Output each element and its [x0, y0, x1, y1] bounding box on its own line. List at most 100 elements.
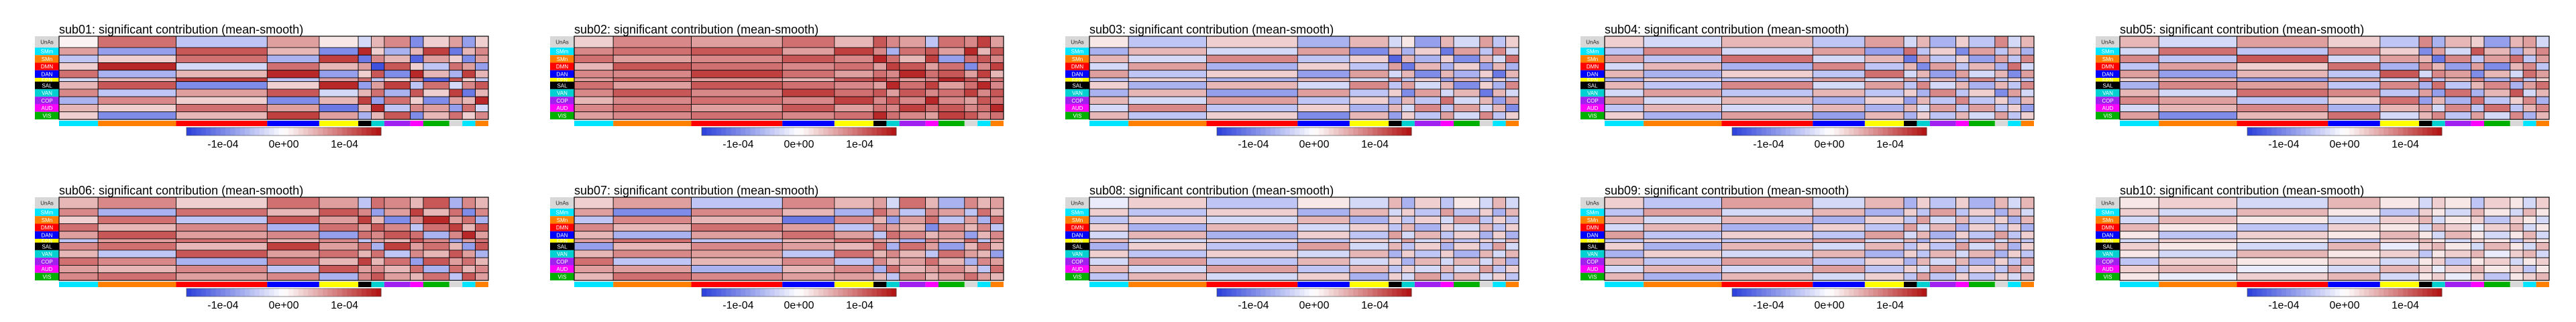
heatmap-cell	[2510, 257, 2524, 266]
heatmap-cell	[886, 77, 900, 83]
heatmap-cell	[1604, 250, 1644, 258]
row-label: COP	[556, 259, 568, 265]
heatmap-cell	[462, 111, 476, 120]
heatmap-cell	[1089, 208, 1129, 217]
colorbar-swatch	[1819, 127, 1825, 136]
heatmap-cell	[1492, 257, 1507, 266]
heatmap-cell	[964, 96, 978, 105]
colorbar-swatch	[1358, 127, 1363, 136]
heatmap-cell	[2021, 81, 2035, 90]
heatmap-cell	[176, 257, 268, 266]
row-network-strip	[35, 223, 59, 231]
colorbar-swatch	[2257, 288, 2263, 297]
heatmap-cell	[475, 54, 489, 63]
heatmap-cell	[97, 223, 176, 232]
heatmap-cell	[574, 208, 614, 217]
row-network-strip	[1580, 231, 1605, 239]
heatmap-cell	[2379, 231, 2420, 239]
colorbar-swatch	[313, 288, 319, 297]
row-network-strip	[1580, 47, 1605, 56]
heatmap-cell	[2522, 242, 2537, 251]
heatmap-cell	[1505, 81, 1519, 90]
heatmap-cell	[319, 77, 359, 83]
heatmap-cell	[2119, 272, 2159, 281]
heatmap-cell	[1206, 70, 1298, 78]
heatmap-cell	[1089, 242, 1129, 251]
heatmap-cell	[462, 77, 476, 83]
heatmap-cell	[2119, 89, 2159, 97]
colorbar-swatch	[804, 288, 809, 297]
heatmap-cell	[964, 81, 978, 90]
heatmap-cell	[2237, 208, 2328, 217]
row-network-strip	[1580, 223, 1605, 231]
heatmap-cell	[2327, 70, 2381, 78]
heatmap-cell	[1955, 111, 1970, 120]
colorbar-tick-label: 1e-04	[1361, 139, 1389, 150]
heatmap-cell	[1492, 111, 1507, 120]
colorbar-swatch	[1319, 127, 1324, 136]
row-network-strip	[35, 55, 59, 63]
heatmap-cell	[1297, 111, 1350, 120]
heatmap-cell	[449, 272, 463, 281]
heatmap-cell	[475, 197, 489, 209]
heatmap-cell	[873, 96, 887, 105]
heatmap-cell	[1440, 104, 1454, 113]
heatmap-cell	[1604, 62, 1644, 71]
heatmap-cell	[1968, 197, 1996, 209]
row-label: VIS	[558, 113, 567, 119]
heatmap-cell	[1401, 62, 1415, 71]
heatmap-cell	[1903, 257, 1917, 266]
colorbar-tick-label: 1e-04	[331, 300, 358, 311]
colorbar-swatch	[2334, 288, 2341, 297]
column-network-strip	[925, 282, 939, 287]
heatmap-cell	[834, 77, 874, 83]
row-network-strip	[550, 242, 574, 250]
column-network-strip	[2445, 121, 2471, 126]
heatmap-cell	[1440, 197, 1454, 209]
heatmap-cell	[2445, 70, 2472, 78]
heatmap-cell	[2471, 223, 2485, 232]
colorbar-swatch	[794, 127, 800, 136]
heatmap-cell	[964, 238, 978, 244]
heatmap-cell	[2445, 257, 2472, 266]
heatmap-cell	[410, 96, 424, 105]
heatmap-cell	[691, 223, 783, 232]
heatmap-cell	[1297, 231, 1350, 239]
heatmap-cell	[782, 104, 835, 113]
heatmap-cell	[925, 62, 939, 71]
column-network-strip	[1505, 282, 1519, 287]
heatmap-cell	[2445, 96, 2472, 105]
heatmap-cell	[2432, 215, 2446, 224]
heatmap-cell	[612, 81, 692, 90]
heatmap-cell	[2510, 215, 2524, 224]
heatmap-cell	[2379, 215, 2420, 224]
heatmap-cell	[1721, 238, 1813, 244]
heatmap-cell	[1917, 208, 1931, 217]
heatmap-cell	[58, 77, 99, 83]
colorbar-swatch	[2339, 127, 2345, 136]
heatmap-cell	[899, 272, 926, 281]
heatmap-cell	[1917, 104, 1931, 113]
heatmap-cell	[319, 242, 359, 251]
column-network-strip	[1904, 282, 1917, 287]
heatmap-cell	[1440, 70, 1454, 78]
heatmap-cell	[1492, 36, 1507, 48]
heatmap-cell	[462, 104, 476, 113]
heatmap-cell	[2432, 238, 2446, 244]
column-network-strip	[1813, 282, 1865, 287]
heatmap-cell	[1206, 257, 1298, 266]
heatmap-cell	[266, 231, 320, 239]
heatmap-cell	[691, 36, 783, 48]
heatmap-cell	[1128, 54, 1207, 63]
heatmap-cell	[873, 36, 887, 48]
colorbar-swatch	[750, 127, 756, 136]
heatmap-cell	[1297, 104, 1350, 113]
heatmap-cell	[384, 215, 411, 224]
heatmap-cell	[1812, 89, 1866, 97]
heatmap-cell	[176, 70, 268, 78]
heatmap-cell	[1955, 272, 1970, 281]
column-network-strip	[1605, 121, 1644, 126]
row-label: UnAs	[1071, 39, 1084, 45]
heatmap-cell	[410, 223, 424, 232]
heatmap-cell	[423, 257, 450, 266]
